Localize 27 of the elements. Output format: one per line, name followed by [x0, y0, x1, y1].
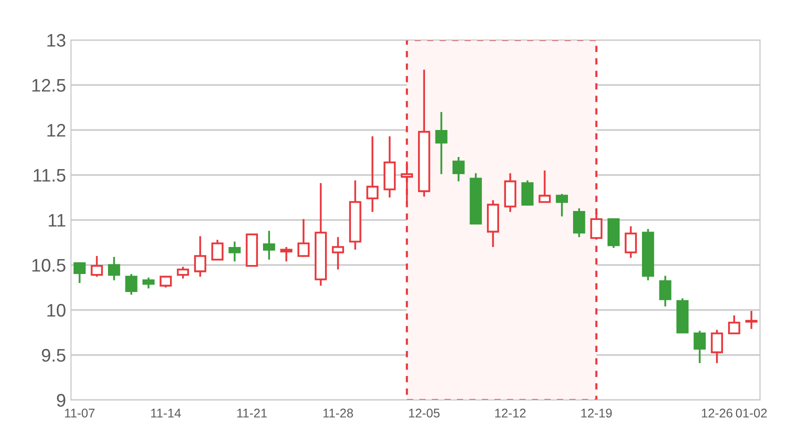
x-tick-label: 12-05	[409, 408, 440, 418]
x-tick-label: 11-21	[237, 408, 267, 418]
candlestick	[418, 68, 430, 198]
y-tick-label: 11	[48, 214, 66, 227]
candlestick	[332, 236, 344, 270]
candlestick	[366, 135, 379, 213]
y-tick-label: 13	[47, 34, 66, 47]
y-tick-label: 10	[47, 304, 66, 317]
x-tick-label: 01-02	[736, 408, 767, 418]
candlestick	[228, 240, 241, 262]
x-tick-label: 12-19	[581, 408, 612, 418]
y-tick-label: 11.5	[34, 169, 66, 182]
candlestick	[745, 310, 758, 330]
x-tick-label: 11-07	[65, 408, 95, 418]
candlestick	[486, 199, 500, 248]
y-tick-label: 9.5	[42, 348, 66, 362]
y-tick-label: 12.5	[32, 78, 66, 92]
y-tick-label: 10.5	[32, 258, 66, 272]
x-tick-label: 11-14	[151, 408, 181, 418]
x-tick-label: 11-28	[323, 408, 353, 418]
candlestick	[263, 230, 276, 261]
candlestick	[108, 256, 120, 282]
y-tick-label: 12	[47, 124, 66, 137]
candlestick	[435, 111, 448, 176]
x-tick-label: 12-26	[702, 408, 732, 418]
x-tick-label: 12-12	[495, 408, 526, 418]
y-tick-label: 9	[56, 394, 66, 407]
